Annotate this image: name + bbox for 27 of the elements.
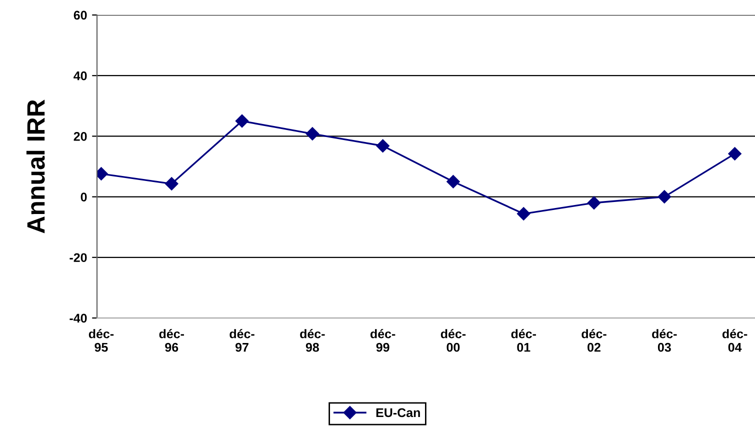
point	[376, 139, 390, 152]
y-tick-label: 60	[74, 10, 87, 20]
y-axis-title: Annual IRR	[26, 100, 45, 234]
point	[517, 207, 530, 220]
x-tick-label: déc- 02	[582, 329, 606, 352]
y-tick-label: -20	[70, 253, 87, 262]
y-tick-label: 0	[80, 192, 87, 202]
y-tick-label: 20	[74, 132, 87, 141]
point	[728, 147, 742, 160]
point	[235, 114, 249, 128]
x-tick-label: déc- 00	[440, 329, 466, 352]
point	[446, 175, 460, 188]
legend-label: EU-Can	[376, 408, 420, 418]
x-tick-label: déc- 97	[230, 329, 254, 352]
x-tick-label: déc- 04	[722, 329, 748, 352]
x-tick-label: déc- 96	[159, 329, 184, 352]
x-tick-label: déc- 99	[370, 329, 396, 352]
x-tick-label: déc- 01	[511, 329, 536, 352]
x-tick-label: déc- 03	[652, 329, 677, 352]
x-tick-label: déc- 95	[88, 329, 114, 352]
point	[165, 177, 178, 190]
x-tick-label: déc- 98	[300, 329, 325, 352]
y-tick-label: -40	[70, 314, 87, 323]
point	[306, 127, 320, 140]
point	[658, 190, 671, 204]
y-tick-label: 40	[74, 71, 87, 80]
point	[587, 196, 601, 210]
